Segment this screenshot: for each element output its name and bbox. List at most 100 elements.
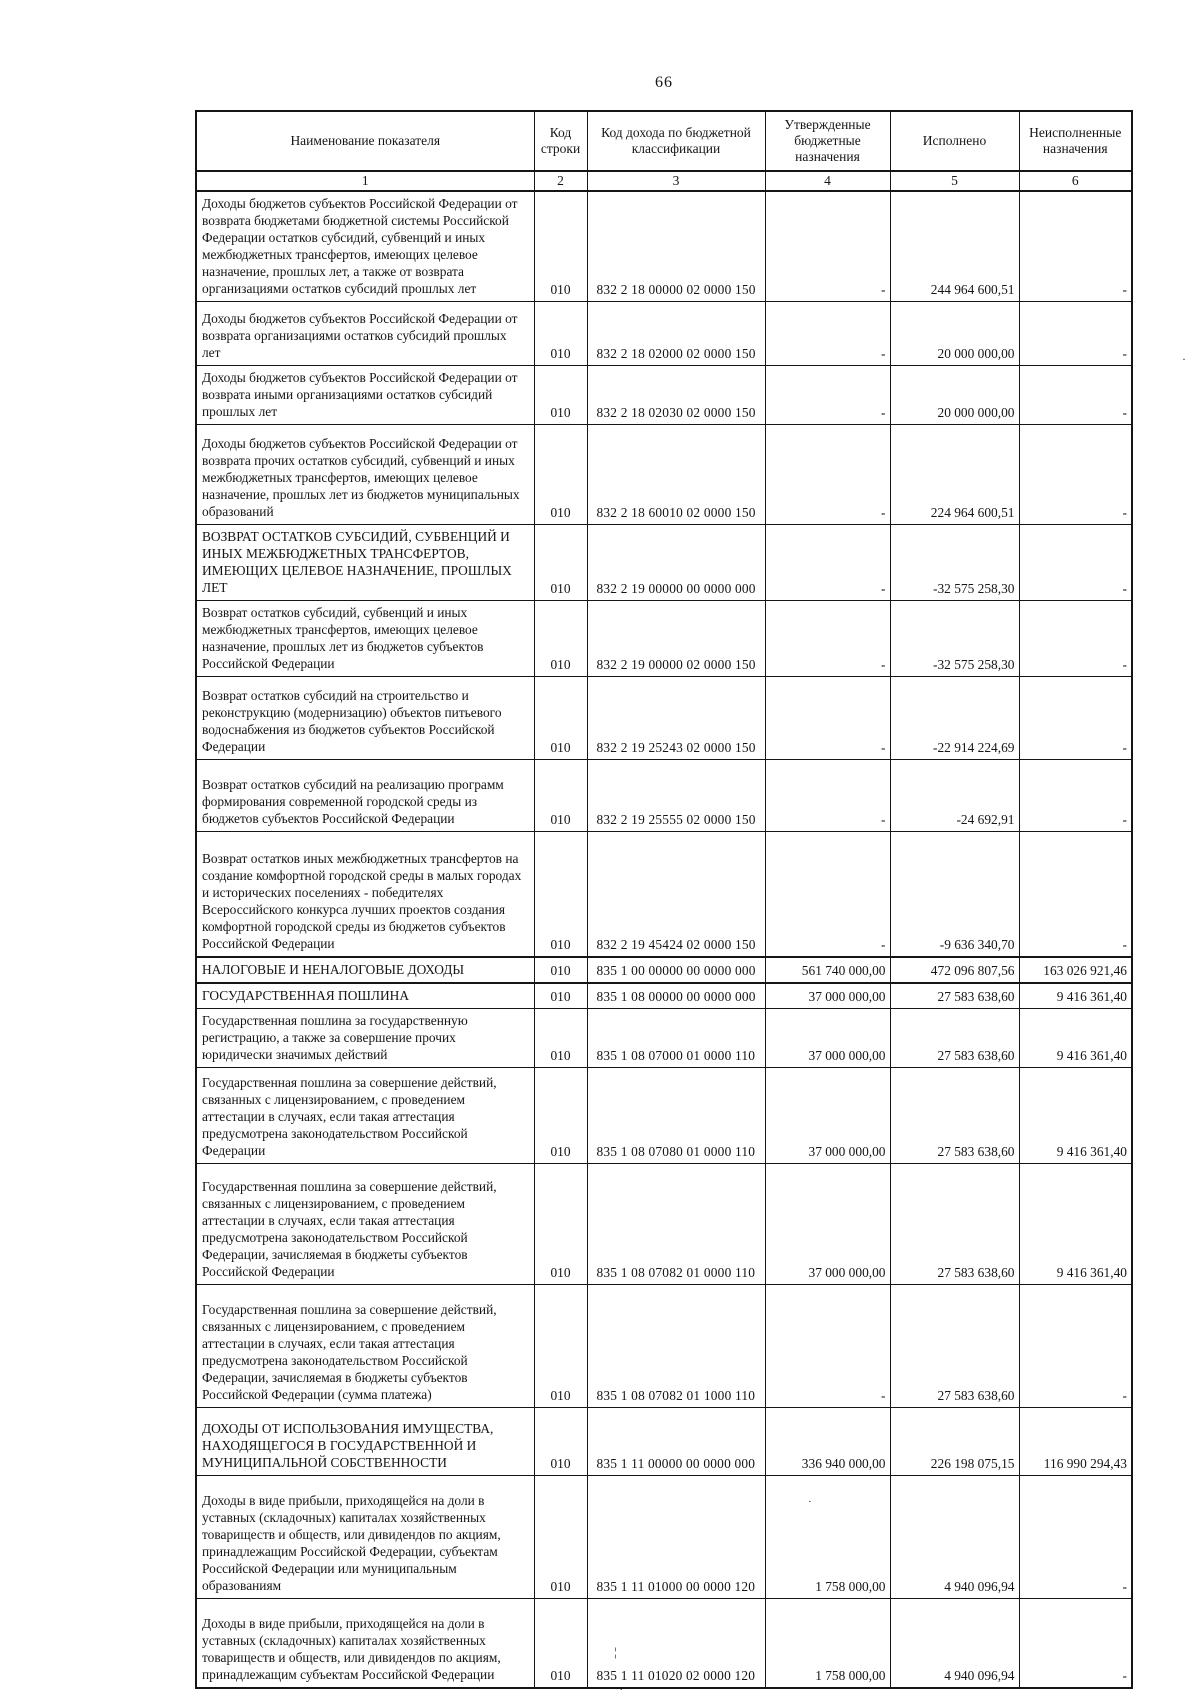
row-approved-amount: 37 000 000,00 (764, 1163, 891, 1285)
table-row: Доходы бюджетов субъектов Российской Фед… (195, 190, 1133, 302)
row-unfulfilled-amount: - (1018, 831, 1133, 958)
row-approved-amount: - (764, 424, 891, 525)
row-classification-code: 835 1 08 07082 01 0000 110 (586, 1163, 766, 1285)
row-unfulfilled-amount: - (1018, 600, 1133, 677)
row-unfulfilled-amount: 9 416 361,40 (1018, 1067, 1133, 1164)
row-line-code: 010 (533, 190, 588, 302)
row-executed-amount: 27 583 638,60 (889, 1008, 1020, 1068)
table-row: Государственная пошлина за совершение де… (195, 1067, 1133, 1164)
row-indicator-name: Государственная пошлина за совершение де… (195, 1163, 535, 1285)
row-unfulfilled-amount: - (1018, 1284, 1133, 1408)
row-classification-code: 832 2 18 00000 02 0000 150 (586, 190, 766, 302)
row-line-code: 010 (533, 1067, 588, 1164)
table-row: Доходы бюджетов субъектов Российской Фед… (195, 365, 1133, 425)
column-number-4: 4 (764, 170, 891, 192)
row-unfulfilled-amount: 9 416 361,40 (1018, 982, 1133, 1009)
row-classification-code: 835 1 11 00000 00 0000 000 (586, 1407, 766, 1476)
row-unfulfilled-amount: 9 416 361,40 (1018, 1008, 1133, 1068)
row-indicator-name: ВОЗВРАТ ОСТАТКОВ СУБСИДИЙ, СУБВЕНЦИЙ И И… (195, 524, 535, 601)
scan-artifact-dot: · (808, 1496, 812, 1508)
row-indicator-name: НАЛОГОВЫЕ И НЕНАЛОГОВЫЕ ДОХОДЫ (195, 956, 535, 984)
row-indicator-name: Доходы бюджетов субъектов Российской Фед… (195, 365, 535, 425)
row-unfulfilled-amount: - (1018, 301, 1133, 366)
row-unfulfilled-amount: 163 026 921,46 (1018, 956, 1133, 984)
row-indicator-name: ДОХОДЫ ОТ ИСПОЛЬЗОВАНИЯ ИМУЩЕСТВА, НАХОД… (195, 1407, 535, 1476)
page-number: 66 (655, 74, 673, 91)
row-approved-amount: - (764, 301, 891, 366)
row-classification-code: 835 1 08 07082 01 1000 110 (586, 1284, 766, 1408)
column-number-row: 1 2 3 4 5 6 (195, 170, 1133, 192)
column-number-2: 2 (533, 170, 588, 192)
table-row: Государственная пошлина за государственн… (195, 1008, 1133, 1068)
table-row: ГОСУДАРСТВЕННАЯ ПОШЛИНА 010 835 1 08 000… (195, 982, 1133, 1009)
row-approved-amount: 1 758 000,00 (764, 1598, 891, 1689)
row-executed-amount: -24 692,91 (889, 759, 1020, 832)
header-approved: Утвержденные бюджетные назначения (764, 110, 891, 172)
row-classification-code: 832 2 19 00000 00 0000 000 (586, 524, 766, 601)
row-classification-code: 832 2 19 00000 02 0000 150 (586, 600, 766, 677)
scan-artifact-tick: ¦ (614, 1644, 617, 1659)
row-executed-amount: 244 964 600,51 (889, 190, 1020, 302)
row-indicator-name: ГОСУДАРСТВЕННАЯ ПОШЛИНА (195, 982, 535, 1009)
row-line-code: 010 (533, 1163, 588, 1285)
table-row: Доходы в виде прибыли, приходящейся на д… (195, 1598, 1133, 1689)
row-unfulfilled-amount: - (1018, 676, 1133, 760)
row-executed-amount: 20 000 000,00 (889, 365, 1020, 425)
row-executed-amount: 472 096 807,56 (889, 956, 1020, 984)
row-indicator-name: Доходы в виде прибыли, приходящейся на д… (195, 1598, 535, 1689)
row-approved-amount: - (764, 524, 891, 601)
column-number-3: 3 (586, 170, 766, 192)
row-executed-amount: 27 583 638,60 (889, 1163, 1020, 1285)
table-row: Возврат остатков иных межбюджетных транс… (195, 831, 1133, 958)
header-line-code: Код строки (533, 110, 588, 172)
row-approved-amount: 561 740 000,00 (764, 956, 891, 984)
header-classification: Код дохода по бюджетной классификации (586, 110, 766, 172)
row-classification-code: 835 1 08 00000 00 0000 000 (586, 982, 766, 1009)
table-header-row: Наименование показателя Код строки Код д… (195, 110, 1133, 172)
row-approved-amount: - (764, 190, 891, 302)
header-name: Наименование показателя (195, 110, 535, 172)
row-executed-amount: 27 583 638,60 (889, 1284, 1020, 1408)
row-classification-code: 832 2 18 02000 02 0000 150 (586, 301, 766, 366)
row-indicator-name: Возврат остатков субсидий, субвенций и и… (195, 600, 535, 677)
row-executed-amount: -32 575 258,30 (889, 524, 1020, 601)
table-row: Возврат остатков субсидий, субвенций и и… (195, 600, 1133, 677)
row-line-code: 010 (533, 365, 588, 425)
row-executed-amount: -9 636 340,70 (889, 831, 1020, 958)
row-classification-code: 835 1 08 07080 01 0000 110 (586, 1067, 766, 1164)
table-row: Доходы бюджетов субъектов Российской Фед… (195, 424, 1133, 525)
row-indicator-name: Государственная пошлина за государственн… (195, 1008, 535, 1068)
row-executed-amount: 226 198 075,15 (889, 1407, 1020, 1476)
row-line-code: 010 (533, 600, 588, 677)
row-unfulfilled-amount: - (1018, 1475, 1133, 1599)
table-row: Возврат остатков субсидий на строительст… (195, 676, 1133, 760)
row-executed-amount: 27 583 638,60 (889, 982, 1020, 1009)
row-indicator-name: Доходы бюджетов субъектов Российской Фед… (195, 190, 535, 302)
row-executed-amount: 224 964 600,51 (889, 424, 1020, 525)
row-classification-code: 832 2 19 25243 02 0000 150 (586, 676, 766, 760)
row-indicator-name: Возврат остатков субсидий на строительст… (195, 676, 535, 760)
row-indicator-name: Возврат остатков субсидий на реализацию … (195, 759, 535, 832)
row-indicator-name: Возврат остатков иных межбюджетных транс… (195, 831, 535, 958)
row-classification-code: 832 2 18 60010 02 0000 150 (586, 424, 766, 525)
row-line-code: 010 (533, 301, 588, 366)
row-indicator-name: Доходы в виде прибыли, приходящейся на д… (195, 1475, 535, 1599)
row-classification-code: 835 1 00 00000 00 0000 000 (586, 956, 766, 984)
table-row: Доходы в виде прибыли, приходящейся на д… (195, 1475, 1133, 1599)
row-classification-code: 835 1 11 01020 02 0000 120 (586, 1598, 766, 1689)
row-line-code: 010 (533, 831, 588, 958)
row-line-code: 010 (533, 759, 588, 832)
header-executed: Исполнено (889, 110, 1020, 172)
row-executed-amount: -32 575 258,30 (889, 600, 1020, 677)
row-executed-amount: 4 940 096,94 (889, 1475, 1020, 1599)
row-approved-amount: 37 000 000,00 (764, 1067, 891, 1164)
row-indicator-name: Государственная пошлина за совершение де… (195, 1284, 535, 1408)
column-number-1: 1 (195, 170, 535, 192)
row-approved-amount: 336 940 000,00 (764, 1407, 891, 1476)
row-unfulfilled-amount: - (1018, 365, 1133, 425)
row-executed-amount: 27 583 638,60 (889, 1067, 1020, 1164)
row-classification-code: 832 2 18 02030 02 0000 150 (586, 365, 766, 425)
row-unfulfilled-amount: - (1018, 1598, 1133, 1689)
row-approved-amount: 1 758 000,00 (764, 1475, 891, 1599)
header-unfulfilled: Неисполненные назначения (1018, 110, 1133, 172)
